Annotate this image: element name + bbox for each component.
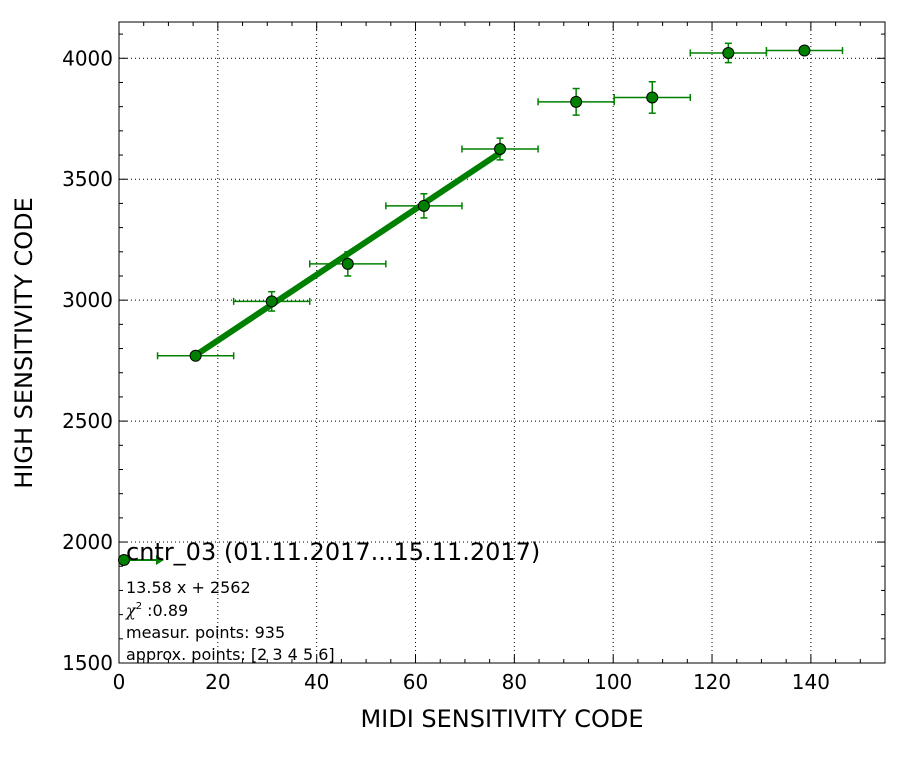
- x-tick-label: 120: [693, 670, 731, 694]
- plot-frame: [118, 21, 886, 664]
- chi-superscript: 2: [136, 601, 142, 612]
- y-tick-label: 3500: [62, 167, 113, 191]
- y-axis-title: HIGH SENSITIVITY CODE: [10, 197, 38, 489]
- data-marker: [494, 142, 507, 155]
- data-point: [537, 87, 615, 116]
- legend: cntr_03 (01.11.2017...15.11.2017) 13.58 …: [118, 538, 540, 664]
- x-tick-label: 140: [792, 670, 830, 694]
- data-point: [689, 42, 768, 64]
- grid: [119, 22, 885, 663]
- ticks: [118, 22, 885, 664]
- data-point: [385, 192, 463, 219]
- y-tick-label: 1500: [62, 651, 113, 675]
- data-marker: [417, 199, 430, 212]
- legend-measur-points: measur. points: 935: [126, 623, 285, 642]
- data-point: [156, 349, 235, 362]
- data-marker: [265, 295, 278, 308]
- y-tick-label: 2000: [62, 530, 113, 554]
- data-point: [613, 80, 692, 114]
- x-tick-label: 40: [304, 670, 329, 694]
- chi-symbol: χ: [125, 601, 137, 620]
- data-marker: [798, 44, 811, 57]
- x-tick-label: 60: [403, 670, 428, 694]
- data-point: [461, 137, 539, 161]
- data-marker: [341, 257, 354, 270]
- y-tick-label: 3000: [62, 288, 113, 312]
- x-tick-label: 0: [113, 670, 126, 694]
- x-tick-label: 20: [205, 670, 230, 694]
- legend-chi-squared: χ2 :0.89: [125, 601, 188, 620]
- legend-arrow-head: [156, 555, 164, 565]
- legend-approx-points: approx. points: [2 3 4 5 6]: [126, 645, 335, 664]
- data-point: [232, 290, 311, 312]
- legend-equation: 13.58 x + 2562: [126, 578, 251, 597]
- y-tick-label: 2500: [62, 409, 113, 433]
- tick-labels: 0 20 40 60 80 100 120 140 1500 2000 2500 3000 3500 40…: [62, 46, 830, 694]
- data-point: [765, 44, 844, 57]
- data-marker: [722, 46, 735, 59]
- x-axis-title: MIDI SENSITIVITY CODE: [360, 705, 643, 733]
- chi-value: :0.89: [142, 601, 188, 620]
- data-point: [309, 251, 387, 277]
- legend-marker: [118, 554, 130, 566]
- x-tick-label: 80: [502, 670, 527, 694]
- y-tick-label: 4000: [62, 46, 113, 70]
- data-marker: [189, 349, 202, 362]
- data-points: [156, 42, 844, 362]
- legend-title: cntr_03 (01.11.2017...15.11.2017): [126, 538, 540, 566]
- data-marker: [646, 91, 659, 104]
- data-marker: [570, 95, 583, 108]
- x-tick-label: 100: [594, 670, 632, 694]
